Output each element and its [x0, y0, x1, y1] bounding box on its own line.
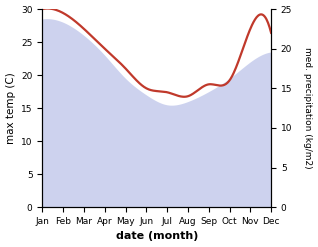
X-axis label: date (month): date (month)	[115, 231, 198, 242]
Y-axis label: max temp (C): max temp (C)	[5, 72, 16, 144]
Y-axis label: med. precipitation (kg/m2): med. precipitation (kg/m2)	[303, 47, 313, 169]
